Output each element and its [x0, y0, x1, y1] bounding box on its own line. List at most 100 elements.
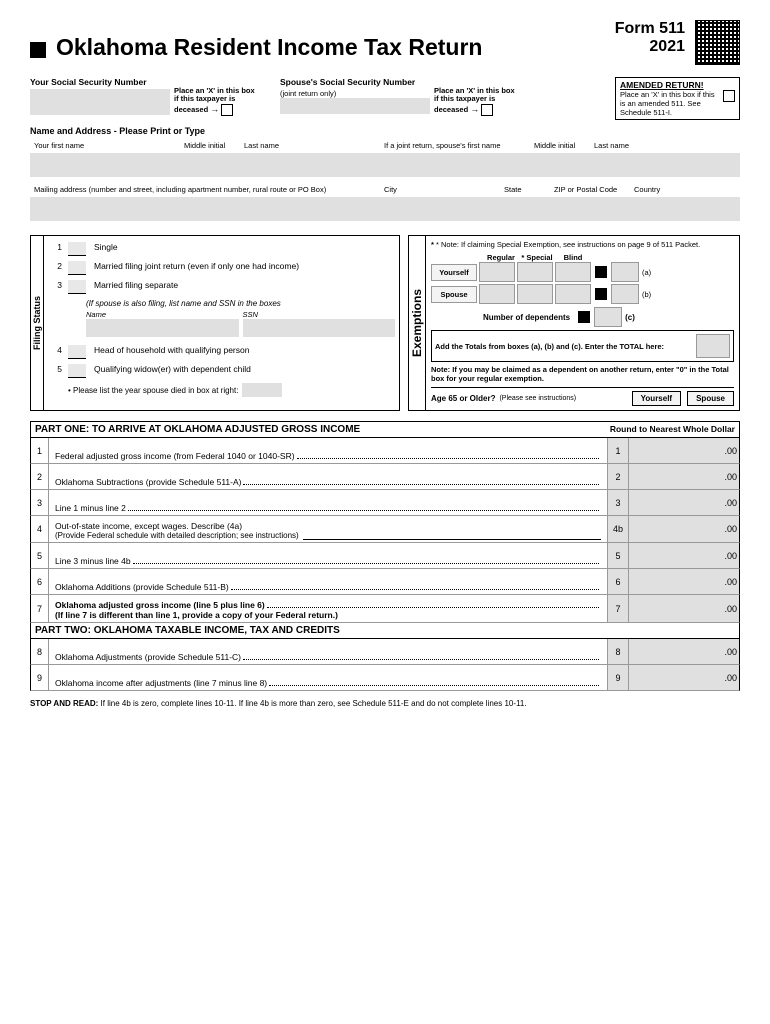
filing-5-checkbox[interactable] [68, 364, 86, 378]
line-num-left: 6 [31, 569, 49, 594]
exempt-total-input[interactable] [696, 334, 730, 358]
equals-icon [595, 266, 607, 278]
spouse-ssn-sub: (joint return only) [280, 89, 430, 98]
line-text: Line 3 minus line 4b [49, 543, 607, 568]
line-row-3: 3Line 1 minus line 23 [30, 490, 740, 516]
exempt-yourself-special[interactable] [517, 262, 553, 282]
filing-status-side-label: Filing Status [31, 236, 44, 410]
exemptions-side-label: Exemptions [409, 236, 426, 410]
paren-a: (a) [642, 268, 651, 277]
add-totals-box: Add the Totals from boxes (a), (b) and (… [431, 330, 734, 362]
ssn-section: Your Social Security Number Place an 'X'… [30, 77, 740, 120]
line-text: Oklahoma income after adjustments (line … [49, 665, 607, 690]
line-row-7: 7Oklahoma adjusted gross income (line 5 … [30, 595, 740, 623]
line-text: Oklahoma Adjustments (provide Schedule 5… [49, 639, 607, 664]
amended-checkbox[interactable] [723, 90, 735, 102]
paren-b: (b) [642, 290, 651, 299]
filing-4-checkbox[interactable] [68, 345, 86, 359]
filing-1-checkbox[interactable] [68, 242, 86, 256]
filing-3-checkbox[interactable] [68, 280, 86, 294]
exempt-spouse-blind[interactable] [555, 284, 591, 304]
stop-and-read: STOP AND READ: If line 4b is zero, compl… [30, 699, 740, 708]
line-text: Line 1 minus line 2 [49, 490, 607, 515]
your-deceased-note: Place an 'X' in this box if this taxpaye… [170, 77, 260, 120]
part-two-header: PART TWO: OKLAHOMA TAXABLE INCOME, TAX A… [30, 623, 740, 639]
filing-3-sub: (If spouse is also filing, list name and… [86, 299, 395, 308]
line-num-left: 9 [31, 665, 49, 690]
line-row-4: 4Out-of-state income, except wages. Desc… [30, 516, 740, 543]
exempt-spouse-special[interactable] [517, 284, 553, 304]
exempt-sum-c[interactable] [594, 307, 622, 327]
name-input-row[interactable] [30, 153, 740, 177]
line-amount-input[interactable] [629, 665, 739, 690]
addr-labels-row: Mailing address (number and street, incl… [30, 183, 740, 196]
line-num-left: 4 [31, 516, 49, 542]
line-num-right: 8 [607, 639, 629, 664]
line-row-5: 5Line 3 minus line 4b5 [30, 543, 740, 569]
spouse-deceased-note: Place an 'X' in this box if this taxpaye… [430, 77, 520, 120]
form-year: 2021 [615, 38, 685, 56]
line-text: Oklahoma Subtractions (provide Schedule … [49, 464, 607, 489]
your-deceased-checkbox[interactable] [221, 104, 233, 116]
exemptions-box: Exemptions * * Note: If claiming Special… [408, 235, 740, 411]
line-text: Oklahoma adjusted gross income (line 5 p… [49, 595, 607, 622]
line-amount-input[interactable] [629, 438, 739, 463]
line-num-right: 5 [607, 543, 629, 568]
line-amount-input[interactable] [629, 516, 739, 542]
name-labels-row: Your first name Middle initial Last name… [30, 139, 740, 152]
qr-code [695, 20, 740, 65]
exempt-spouse-label: Spouse [431, 286, 477, 303]
spouse-ssn-input[interactable] [280, 98, 430, 114]
line-text: Federal adjusted gross income (from Fede… [49, 438, 607, 463]
filing-status-box: Filing Status 1Single 2Married filing jo… [30, 235, 400, 411]
amended-title: AMENDED RETURN! [620, 80, 735, 90]
marker-square-left [30, 42, 46, 58]
filing-4-label: Head of household with qualifying person [94, 345, 395, 355]
exempt-sum-b[interactable] [611, 284, 639, 304]
line-num-left: 5 [31, 543, 49, 568]
spouse-deceased-checkbox[interactable] [481, 104, 493, 116]
amended-text: Place an 'X' in this box if this is an a… [620, 90, 720, 117]
age-65-row: Age 65 or Older? (Please see instruction… [431, 387, 734, 406]
line-num-left: 3 [31, 490, 49, 515]
line-amount-input[interactable] [629, 569, 739, 594]
line-amount-input[interactable] [629, 595, 739, 622]
line-amount-input[interactable] [629, 639, 739, 664]
name-address-heading: Name and Address - Please Print or Type [30, 126, 740, 136]
line-num-right: 3 [607, 490, 629, 515]
form-number: Form 511 [615, 20, 685, 38]
filing-1-label: Single [94, 242, 395, 252]
spouse-ssn-input-2[interactable] [243, 319, 396, 337]
filing-3-label: Married filing separate [94, 280, 395, 290]
line-row-8: 8Oklahoma Adjustments (provide Schedule … [30, 639, 740, 665]
exempt-yourself-blind[interactable] [555, 262, 591, 282]
line-text: Out-of-state income, except wages. Descr… [49, 516, 607, 542]
line-amount-input[interactable] [629, 464, 739, 489]
line-num-left: 1 [31, 438, 49, 463]
age-spouse-box[interactable]: Spouse [687, 391, 734, 406]
exempt-spouse-regular[interactable] [479, 284, 515, 304]
exempt-sum-a[interactable] [611, 262, 639, 282]
line-row-6: 6Oklahoma Additions (provide Schedule 51… [30, 569, 740, 595]
first-name-label: Your first name [30, 139, 180, 152]
sp-last-label: Last name [590, 139, 740, 152]
widow-year-input[interactable] [242, 383, 282, 397]
line-num-left: 2 [31, 464, 49, 489]
filing-2-checkbox[interactable] [68, 261, 86, 275]
line-amount-input[interactable] [629, 490, 739, 515]
spouse-name-input[interactable] [86, 319, 239, 337]
age-yourself-box[interactable]: Yourself [632, 391, 681, 406]
line-num-left: 8 [31, 639, 49, 664]
line-num-right: 7 [607, 595, 629, 622]
filing-5-label: Qualifying widow(er) with dependent chil… [94, 364, 395, 374]
line-num-right: 9 [607, 665, 629, 690]
exempt-yourself-regular[interactable] [479, 262, 515, 282]
paren-c: (c) [625, 313, 635, 322]
sp-first-label: If a joint return, spouse's first name [380, 139, 530, 152]
dependent-note: Note: If you may be claimed as a depende… [431, 365, 734, 383]
addr-input-row[interactable] [30, 197, 740, 221]
mi-label: Middle initial [180, 139, 240, 152]
your-ssn-input[interactable] [30, 89, 170, 115]
part-one-header: PART ONE: TO ARRIVE AT OKLAHOMA ADJUSTED… [30, 421, 740, 438]
line-amount-input[interactable] [629, 543, 739, 568]
